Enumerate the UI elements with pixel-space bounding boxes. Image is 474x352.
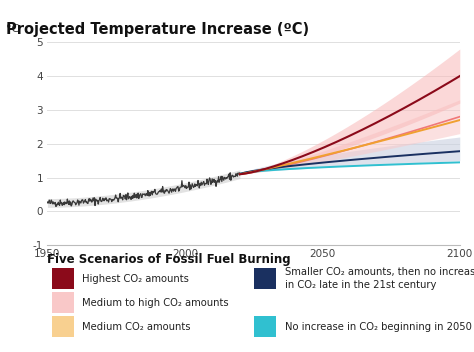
Text: Smaller CO₂ amounts, then no increase
in CO₂ late in the 21st century: Smaller CO₂ amounts, then no increase in…: [284, 267, 474, 290]
Bar: [254, 268, 276, 289]
Bar: [254, 316, 276, 337]
Text: No increase in CO₂ beginning in 2050: No increase in CO₂ beginning in 2050: [284, 321, 472, 332]
Text: Five Scenarios of Fossil Fuel Burning: Five Scenarios of Fossil Fuel Burning: [47, 253, 291, 266]
Bar: [52, 268, 74, 289]
Text: °C: °C: [6, 24, 19, 34]
Bar: [52, 293, 74, 313]
Text: Highest CO₂ amounts: Highest CO₂ amounts: [82, 274, 189, 283]
Text: Projected Temperature Increase (ºC): Projected Temperature Increase (ºC): [6, 22, 310, 37]
Bar: [52, 316, 74, 337]
Text: Medium to high CO₂ amounts: Medium to high CO₂ amounts: [82, 297, 229, 308]
Text: Medium CO₂ amounts: Medium CO₂ amounts: [82, 321, 191, 332]
